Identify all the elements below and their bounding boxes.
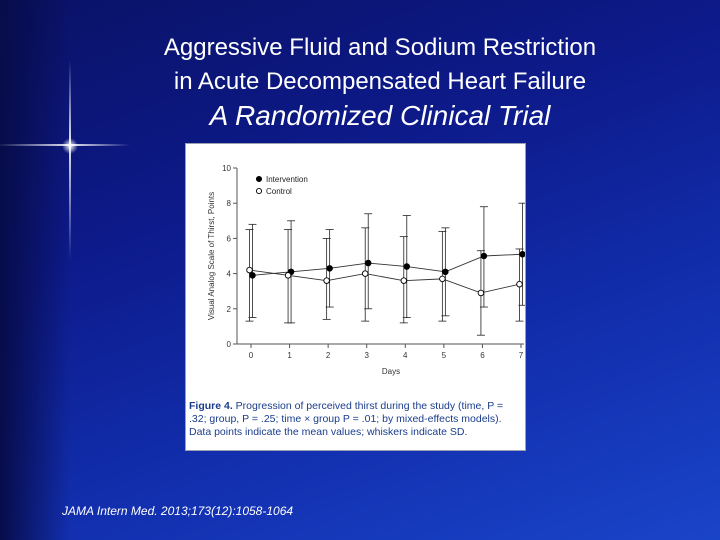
y-tick-label: 2 (227, 305, 232, 314)
x-axis-label: Days (382, 367, 400, 376)
intervention-point (249, 272, 256, 279)
x-tick-label: 7 (519, 351, 524, 360)
intervention-point (519, 250, 525, 258)
y-tick-label: 10 (222, 164, 231, 173)
sparkle-vertical-ray (69, 60, 71, 260)
control-point (439, 275, 446, 283)
figure-caption: Figure 4. Progression of perceived thirs… (189, 400, 521, 439)
x-tick-label: 0 (249, 351, 254, 360)
intervention-point (442, 268, 449, 276)
y-tick-label: 4 (227, 270, 232, 279)
control-point (323, 277, 330, 284)
intervention-series-line (252, 253, 523, 276)
slide-subtitle: A Randomized Clinical Trial (209, 100, 551, 131)
legend-label-control: Control (266, 187, 292, 196)
thirst-chart: 0 2 4 6 8 10 0 1 2 3 4 5 6 7 Days Visual Analog Scale o… (207, 164, 525, 376)
control-point (361, 270, 369, 277)
x-tick-label: 2 (326, 351, 331, 360)
control-point (284, 272, 292, 279)
figure-caption-text: Progression of perceived thirst during t… (189, 400, 504, 438)
x-tick-label: 1 (287, 351, 292, 360)
control-point (477, 289, 485, 297)
intervention-point (364, 259, 372, 267)
intervention-point (403, 263, 411, 270)
figure-caption-lead: Figure 4. (189, 400, 233, 412)
citation: JAMA Intern Med. 2013;173(12):1058-1064 (62, 504, 294, 518)
control-series-line (249, 269, 520, 294)
slide-left-band (0, 0, 70, 540)
x-tick-label: 4 (403, 351, 408, 360)
legend-marker-control (255, 187, 263, 195)
slide-title-line2: in Acute Decompensated Heart Failure (173, 68, 587, 95)
slide-title-line1: Aggressive Fluid and Sodium Restriction (163, 34, 597, 61)
x-tick-label: 3 (364, 351, 369, 360)
y-axis-label: Visual Analog Scale of Thirst, Points (207, 192, 216, 320)
y-tick-label: 0 (227, 340, 232, 349)
x-tick-label: 5 (442, 351, 447, 360)
y-tick-label: 6 (227, 234, 232, 243)
control-point (400, 277, 408, 284)
figure-panel: 0 2 4 6 8 10 0 1 2 3 4 5 6 7 Days Visual Analog Scale o… (185, 143, 526, 451)
intervention-point (480, 252, 488, 260)
legend-label-intervention: Intervention (266, 175, 308, 184)
control-point (516, 280, 523, 288)
intervention-point (326, 265, 333, 272)
y-tick-label: 8 (227, 199, 232, 208)
control-point (246, 266, 253, 274)
legend-marker-intervention (255, 175, 263, 183)
sparkle-star-icon (62, 138, 78, 154)
x-tick-label: 6 (480, 351, 485, 360)
